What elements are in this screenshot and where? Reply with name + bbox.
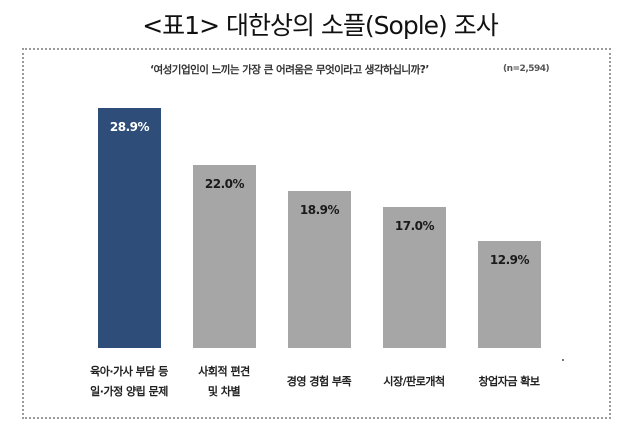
bar-5: 12.9%	[478, 241, 541, 348]
bar-value-label: 28.9%	[109, 120, 150, 134]
category-label-line1: 시장/판로개척	[383, 375, 445, 388]
bar-4: 17.0%	[383, 207, 446, 348]
chart-frame	[22, 48, 611, 419]
category-label: 경영 경험 부족	[259, 372, 379, 392]
bar-value-label: 22.0%	[204, 177, 245, 191]
category-label-line2: 및 차별	[207, 385, 241, 398]
category-label-line1: 사회적 편견	[198, 365, 250, 378]
category-label-line1: 육아·가사 부담 등	[90, 365, 168, 378]
category-label: 창업자금 확보	[449, 372, 569, 392]
bar-value-label: 18.9%	[299, 203, 340, 217]
survey-question: ‘여성기업인이 느끼는 가장 큰 어려움은 무엇이라고 생각하십니까?’	[150, 64, 429, 76]
bar-1: 28.9%	[98, 108, 161, 348]
chart-title: <표1> 대한상의 소플(Sople) 조사	[142, 11, 499, 40]
category-label: 시장/판로개척	[354, 372, 474, 392]
bar-3: 18.9%	[288, 191, 351, 348]
category-label-line1: 경영 경험 부족	[286, 375, 352, 388]
bar-value-label: 17.0%	[394, 219, 435, 233]
category-label-line2: 일·가정 양립 문제	[90, 385, 168, 398]
sample-size: (n=2,594)	[503, 64, 550, 74]
bar-value-label: 12.9%	[489, 253, 530, 267]
category-label-line1: 창업자금 확보	[478, 375, 540, 388]
stray-dot	[562, 359, 564, 361]
bar-2: 22.0%	[193, 165, 256, 348]
